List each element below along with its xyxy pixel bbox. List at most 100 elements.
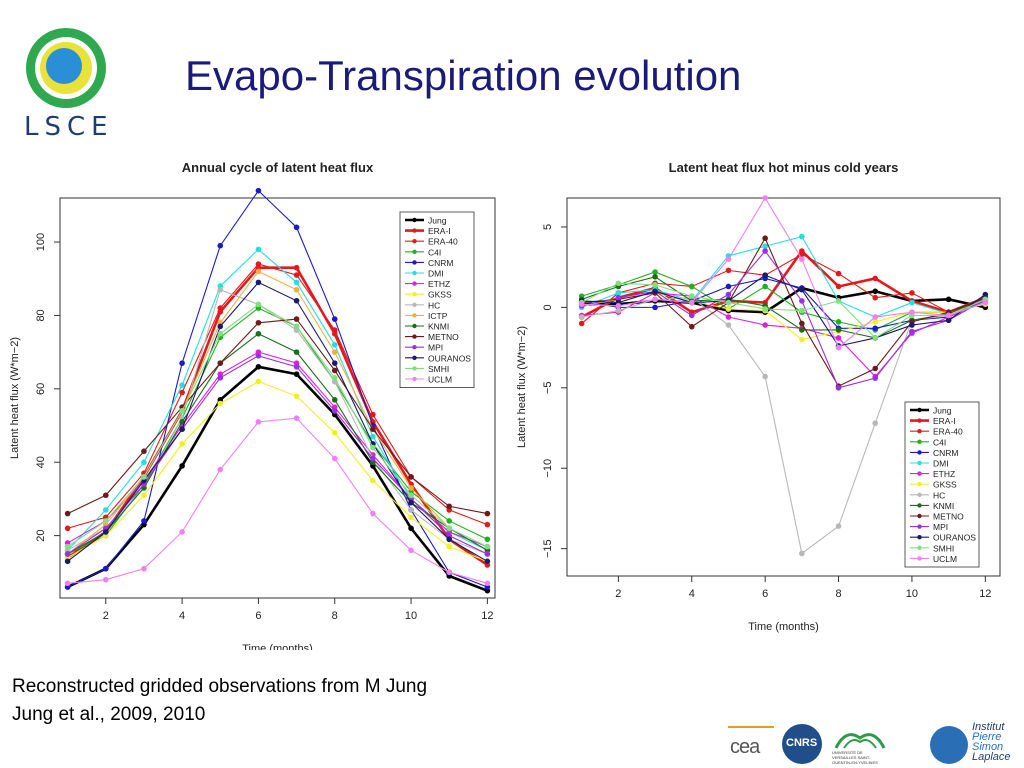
data-point: [872, 275, 879, 282]
data-point: [762, 283, 768, 290]
legend-marker: [917, 535, 922, 540]
data-point: [255, 261, 262, 267]
data-point: [102, 529, 109, 535]
data-point: [217, 400, 224, 407]
data-point: [370, 455, 376, 462]
ipsl-line-1: Institut: [972, 721, 1005, 733]
data-point: [255, 301, 262, 308]
legend-marker: [412, 217, 417, 223]
ipsl-line-3: Simon: [972, 741, 1004, 753]
data-point: [945, 317, 952, 324]
data-point: [255, 330, 262, 337]
data-point: [255, 364, 262, 370]
data-point: [64, 558, 71, 565]
x-tick-label: 10: [405, 610, 417, 622]
data-point: [872, 365, 879, 372]
data-point: [293, 415, 300, 421]
legend-marker: [917, 439, 922, 444]
legend-marker: [412, 292, 417, 297]
plot-frame: [59, 197, 496, 599]
legend-marker: [412, 323, 417, 329]
data-point: [909, 290, 915, 296]
x-tick-label: 12: [481, 610, 493, 622]
legend-entry: SMHI: [428, 364, 449, 374]
x-tick-label: 6: [255, 610, 261, 622]
data-point: [799, 286, 805, 293]
legend-marker: [412, 355, 417, 360]
series-smhi: [64, 301, 491, 550]
data-point: [141, 565, 147, 572]
data-point: [293, 371, 300, 377]
legend-marker: [917, 460, 922, 466]
data-point: [446, 543, 453, 550]
data-point: [64, 510, 71, 517]
footer-source: Reconstructed gridded observations from …: [12, 676, 428, 697]
legend-marker: [917, 450, 922, 455]
data-point: [370, 444, 376, 451]
data-point: [872, 314, 879, 320]
data-point: [446, 503, 453, 510]
data-point: [331, 397, 338, 403]
footer-reference: Jung et al., 2009, 2010: [12, 704, 206, 725]
legend-entry: ERA-40: [428, 237, 458, 247]
data-point: [799, 550, 805, 557]
cnrs-logo-text: CNRS: [786, 737, 818, 749]
data-point: [293, 272, 300, 278]
data-point: [835, 344, 842, 351]
y-tick-label: −15: [542, 539, 554, 558]
logo-text: LSCE: [24, 112, 114, 142]
data-point: [909, 328, 915, 335]
series-line: [67, 333, 488, 555]
data-point: [141, 518, 147, 524]
plot-frame: [566, 197, 1001, 577]
data-point: [102, 565, 109, 572]
data-point: [446, 518, 453, 524]
legend-entry: MPI: [933, 522, 948, 532]
data-point: [255, 187, 262, 194]
data-point: [872, 294, 879, 301]
y-tick-label: 5: [542, 224, 554, 230]
data-point: [762, 235, 768, 242]
legend-entry: C4I: [933, 437, 946, 447]
data-point: [835, 327, 842, 333]
legend-entry: KNMI: [428, 322, 449, 332]
x-tick-label: 2: [615, 588, 621, 600]
data-point: [102, 492, 109, 499]
cea-logo: cea: [728, 726, 774, 764]
uvsq-logo-text: UNIVERSITÉ DE VERSAILLES SAINT-QUENTIN-E…: [832, 750, 878, 764]
cea-logo-text: cea: [730, 736, 760, 758]
legend-entry: UCLM: [933, 554, 957, 564]
data-point: [725, 314, 732, 320]
data-point: [835, 283, 842, 290]
data-point: [370, 477, 376, 484]
hot-minus-cold-chart: Latent heat flux hot minus cold years 2 4 6…: [516, 160, 1001, 633]
data-point: [331, 327, 338, 333]
series-line: [67, 365, 488, 592]
data-point: [615, 302, 622, 309]
legend-marker: [412, 228, 417, 233]
data-point: [293, 349, 300, 355]
data-point: [762, 322, 768, 328]
series-line: [581, 292, 986, 378]
legend-entry: ICTP: [428, 311, 448, 321]
data-point: [408, 547, 414, 554]
series-line: [581, 196, 986, 349]
data-point: [179, 441, 185, 447]
data-point: [102, 576, 109, 583]
x-tick-label: 4: [689, 588, 695, 600]
legend-marker: [412, 376, 417, 382]
data-point: [872, 288, 879, 295]
data-point: [872, 325, 879, 332]
x-tick-label: 6: [762, 588, 768, 600]
data-point: [255, 279, 262, 286]
data-point: [179, 426, 185, 432]
data-point: [909, 309, 915, 316]
legend-marker: [917, 524, 922, 529]
data-point: [408, 514, 414, 521]
data-point: [762, 195, 768, 201]
data-point: [293, 316, 300, 322]
ipsl-line-2: Pierre: [972, 731, 1002, 743]
uvsq-logo: UNIVERSITÉ DE VERSAILLES SAINT-QUENTIN-E…: [832, 724, 888, 766]
data-point: [799, 320, 805, 327]
legend-marker: [412, 334, 417, 339]
